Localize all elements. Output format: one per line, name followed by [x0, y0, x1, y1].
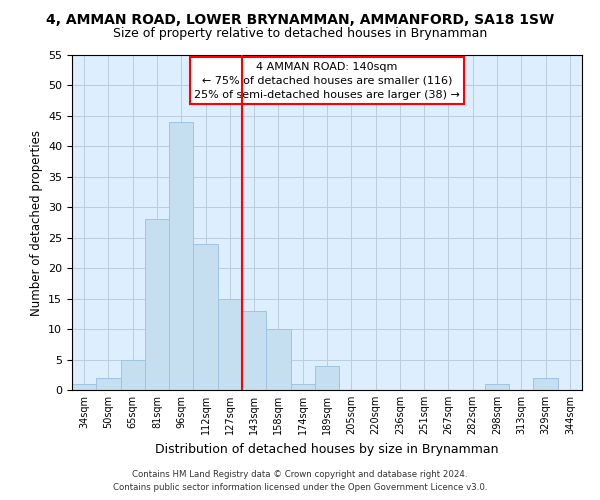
Text: 4 AMMAN ROAD: 140sqm
← 75% of detached houses are smaller (116)
25% of semi-deta: 4 AMMAN ROAD: 140sqm ← 75% of detached h…: [194, 62, 460, 100]
Bar: [266, 329, 290, 390]
Bar: [72, 384, 96, 390]
Y-axis label: Number of detached properties: Number of detached properties: [29, 130, 43, 316]
Bar: [96, 378, 121, 390]
Bar: [145, 220, 169, 390]
Bar: [290, 384, 315, 390]
X-axis label: Distribution of detached houses by size in Brynamman: Distribution of detached houses by size …: [155, 442, 499, 456]
Bar: [315, 366, 339, 390]
Bar: [242, 311, 266, 390]
Bar: [485, 384, 509, 390]
Text: Size of property relative to detached houses in Brynamman: Size of property relative to detached ho…: [113, 28, 487, 40]
Text: Contains HM Land Registry data © Crown copyright and database right 2024.
Contai: Contains HM Land Registry data © Crown c…: [113, 470, 487, 492]
Bar: [121, 360, 145, 390]
Bar: [169, 122, 193, 390]
Bar: [533, 378, 558, 390]
Bar: [193, 244, 218, 390]
Bar: [218, 298, 242, 390]
Text: 4, AMMAN ROAD, LOWER BRYNAMMAN, AMMANFORD, SA18 1SW: 4, AMMAN ROAD, LOWER BRYNAMMAN, AMMANFOR…: [46, 12, 554, 26]
